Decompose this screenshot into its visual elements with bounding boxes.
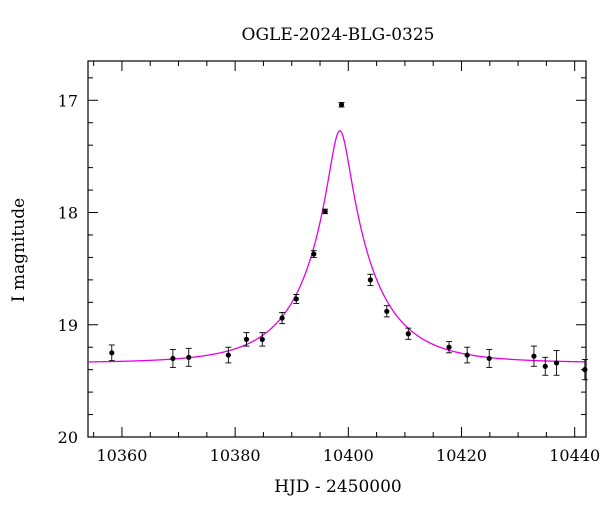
point-marker: [367, 277, 373, 283]
data-point: [530, 345, 537, 367]
data-point: [108, 344, 115, 362]
point-marker: [109, 350, 115, 356]
data-point: [553, 350, 560, 376]
y-tick-label: 20: [58, 428, 78, 447]
data-point: [405, 327, 412, 340]
point-marker: [338, 102, 345, 108]
x-tick-label: 10440: [549, 446, 600, 465]
y-tick-label: 17: [58, 91, 78, 110]
x-tick-label: 10400: [323, 446, 374, 465]
data-point: [383, 305, 390, 318]
data-point: [225, 346, 232, 364]
point-marker: [279, 315, 285, 321]
model-curve: [87, 130, 587, 363]
data-point: [293, 294, 300, 304]
y-tick-label: 19: [58, 316, 78, 335]
point-marker: [405, 331, 411, 337]
chart-title: OGLE-2024-BLG-0325: [242, 25, 435, 45]
point-marker: [293, 296, 299, 302]
point-marker: [486, 355, 492, 362]
model-layer: [87, 130, 587, 363]
point-marker: [259, 336, 265, 342]
data-point: [243, 332, 250, 347]
point-marker: [186, 354, 192, 360]
ticks-layer: 10360 10380 10400 10420 10440 17 18 19 20: [58, 61, 600, 465]
data-point: [542, 356, 549, 376]
point-marker: [531, 353, 537, 359]
point-marker: [243, 336, 250, 342]
point-marker: [446, 344, 452, 350]
plot-frame: [87, 60, 587, 438]
data-point: [581, 359, 588, 381]
point-marker: [553, 360, 560, 366]
data-point: [446, 341, 453, 354]
data-point: [185, 347, 192, 367]
x-axis-label: HJD - 2450000: [274, 477, 402, 497]
data-point: [367, 273, 374, 286]
y-tick-label: 18: [58, 204, 78, 223]
point-marker: [225, 352, 231, 358]
data-point: [322, 208, 329, 215]
data-point: [259, 332, 266, 347]
x-tick-label: 10360: [97, 446, 148, 465]
data-point: [338, 102, 345, 108]
data-point: [279, 311, 286, 325]
data-point: [310, 250, 317, 258]
x-tick-label: 10420: [436, 446, 487, 465]
data-point: [486, 349, 493, 368]
point-marker: [384, 308, 390, 314]
point-marker: [464, 352, 470, 358]
point-marker: [311, 251, 317, 257]
y-axis-label: I magnitude: [9, 198, 29, 302]
point-marker: [322, 208, 328, 214]
point-marker: [542, 363, 548, 369]
x-tick-label: 10380: [210, 446, 261, 465]
data-point: [464, 346, 471, 364]
data-point: [169, 349, 176, 368]
data-points-layer: [108, 102, 588, 381]
point-marker: [582, 367, 588, 373]
point-marker: [170, 355, 176, 362]
